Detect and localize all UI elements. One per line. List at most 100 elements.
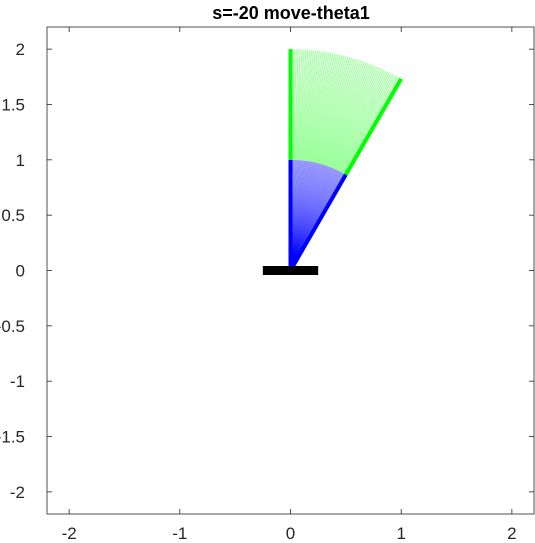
- link1-segment: [289, 165, 329, 271]
- link1-segment: [289, 168, 336, 271]
- link1-segment: [288, 173, 348, 272]
- link1-segment: [289, 162, 315, 271]
- link2-segment: [322, 58, 356, 165]
- link1-segment: [289, 165, 328, 271]
- link1-segment: [289, 161, 309, 271]
- link2-segment: [326, 61, 365, 167]
- link1-segment: [289, 160, 300, 271]
- link2-segment: [292, 49, 297, 160]
- link2-segment: [334, 68, 382, 170]
- link1-segment: [289, 162, 316, 271]
- link2-segment: [327, 62, 367, 167]
- link2-segment: [303, 50, 319, 161]
- link1-segment: [289, 165, 326, 271]
- y-tick-label: 1.5: [1, 95, 25, 114]
- link2-segment: [290, 49, 294, 160]
- link2-segment: [315, 55, 343, 164]
- link2-segment: [297, 49, 307, 161]
- link2-segment: [306, 51, 324, 162]
- link1-segment: [289, 166, 331, 271]
- link1-segment: [289, 159, 297, 271]
- link1-segment: [289, 162, 316, 271]
- link2-segment: [318, 56, 349, 164]
- link2-segment: [310, 52, 332, 162]
- x-tick-label: -2: [62, 524, 77, 543]
- link1-segment: [289, 163, 322, 271]
- link2-segment: [323, 59, 358, 166]
- y-tick-label: 1: [16, 151, 25, 170]
- chart-axes: -2 -1 0 1 2 2 1.5 1 0.5 0 -0.5 -1 -1.5 -2: [0, 27, 534, 543]
- link1-segment: [289, 166, 330, 271]
- link1-segment: [289, 164, 323, 271]
- link2-segment: [319, 57, 351, 165]
- link2-segment: [291, 49, 295, 160]
- link2-segment: [337, 70, 387, 171]
- link1-segment: [289, 159, 298, 271]
- link1-segment: [289, 159, 296, 271]
- link2-segment: [298, 49, 309, 161]
- link1-segment: [289, 160, 305, 271]
- link1-segment: [289, 166, 329, 271]
- link2-segment: [341, 73, 394, 173]
- link2-segment: [299, 49, 311, 161]
- link2-segment: [334, 67, 380, 170]
- link2-segment: [313, 54, 339, 163]
- link1-segment: [289, 165, 327, 271]
- link1-segment: [289, 159, 293, 271]
- link2-segment: [311, 53, 334, 162]
- link2-segment: [320, 57, 353, 165]
- link1-segment: [289, 159, 294, 271]
- link1-segment: [289, 168, 334, 271]
- y-tick-label: 0.5: [1, 206, 25, 225]
- y-tick-label: -2: [10, 483, 25, 502]
- link2-segment: [305, 51, 322, 161]
- y-tick-label: -1: [10, 372, 25, 391]
- y-tick-label: 2: [16, 40, 25, 59]
- link2-segment: [343, 76, 399, 174]
- link2-segment: [339, 72, 390, 172]
- link2-segment: [333, 66, 378, 169]
- link2-segment: [312, 53, 338, 163]
- link1-segment: [289, 168, 335, 271]
- link2-segment: [301, 50, 315, 161]
- link2-segment: [311, 53, 336, 163]
- x-tick-label: -1: [172, 524, 187, 543]
- link2-segment: [325, 61, 364, 167]
- link2-segment: [307, 51, 326, 162]
- link1-segment: [289, 163, 320, 271]
- link2-segment: [314, 54, 341, 163]
- link2-segment: [295, 49, 303, 161]
- link1-segment: [289, 161, 313, 271]
- link2-segment: [316, 55, 345, 164]
- link1-segment: [289, 160, 301, 271]
- link1-segment: [289, 160, 303, 271]
- link2-segment: [296, 49, 305, 161]
- link2-segment: [300, 50, 313, 161]
- link2-segment: [294, 49, 301, 160]
- link2-segment: [328, 62, 369, 168]
- link1-segment: [289, 160, 306, 271]
- x-tick-label: 1: [396, 524, 405, 543]
- link1-segment: [289, 164, 324, 271]
- link2-segment: [336, 69, 385, 171]
- link1-segment: [289, 161, 311, 271]
- link1-segment: [289, 161, 310, 271]
- link2-segment: [340, 72, 392, 173]
- link2-segment: [341, 74, 395, 174]
- link1-segment: [289, 163, 319, 271]
- link1-segment: [289, 167, 333, 271]
- link1-segment: [289, 163, 321, 271]
- link1-segment: [289, 161, 312, 271]
- link1-segment: [289, 160, 308, 271]
- link2-segment: [342, 75, 397, 174]
- link2-segment: [344, 77, 403, 176]
- link2-segment: [308, 52, 328, 162]
- link1-segment: [289, 160, 299, 271]
- link2-segment: [329, 63, 371, 168]
- link1-segment: [289, 159, 295, 271]
- link2-segment: [293, 49, 299, 160]
- link2-segment: [338, 71, 389, 172]
- link2-segment: [325, 60, 362, 166]
- link1-segment: [289, 162, 317, 271]
